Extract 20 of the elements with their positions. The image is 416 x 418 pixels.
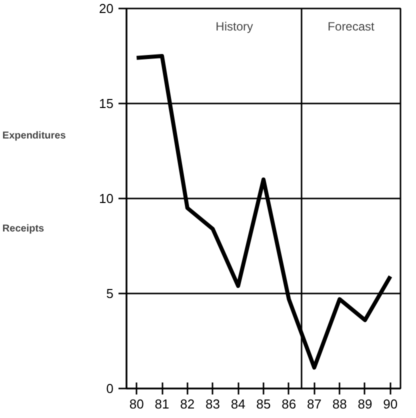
annotation: Forecast xyxy=(328,20,376,34)
x-tick-label: 89 xyxy=(358,396,372,412)
x-tick-label: 81 xyxy=(154,396,170,412)
y-tick-label: 20 xyxy=(99,1,114,16)
x-tick-label: 84 xyxy=(230,396,246,412)
y-tick-label: 0 xyxy=(106,381,114,396)
x-tick-label: 90 xyxy=(383,396,398,412)
y-tick-label: 10 xyxy=(99,191,114,206)
x-tick-label: 80 xyxy=(129,396,144,412)
y-tick-label: 15 xyxy=(99,96,114,111)
text: Expenditures xyxy=(2,130,66,142)
x-tick-label: 87 xyxy=(307,396,322,412)
text: Receipts xyxy=(2,223,45,234)
x-tick-label: 85 xyxy=(256,396,271,412)
x-tick-label: 88 xyxy=(332,396,347,412)
y-tick-label: 5 xyxy=(106,286,114,301)
x-tick-label: 83 xyxy=(206,396,220,412)
x-tick-label: 82 xyxy=(180,396,195,412)
annotation: History xyxy=(216,20,253,34)
x-tick-label: 86 xyxy=(282,396,296,412)
